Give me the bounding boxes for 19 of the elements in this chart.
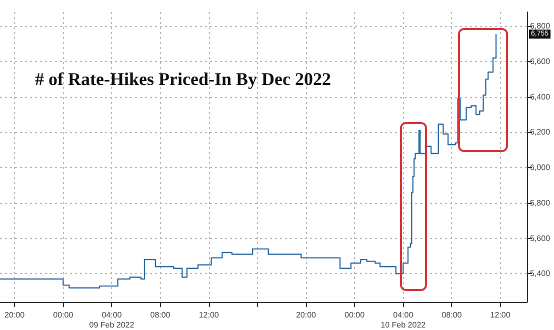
x-tick-label: 04:00 10 Feb 2022 [380, 310, 426, 330]
y-tick-label: 6,000 [530, 163, 551, 172]
y-tick-label: 6,600 [530, 57, 551, 66]
y-tick-label: 5,600 [530, 234, 551, 243]
y-tick-label: 6,200 [530, 128, 551, 137]
x-tick-label: 12:00 [198, 310, 220, 320]
x-tick-label: 04:00 09 Feb 2022 [89, 310, 135, 330]
x-tick-label: 20:00 [4, 310, 26, 320]
y-tick-label: 6,400 [530, 92, 551, 102]
text: # of Rate-Hikes Priced-In By Dec 2022 [35, 69, 331, 89]
x-tick-label: 00:00 [53, 310, 74, 320]
y-tick-label: 6,800 [530, 22, 551, 31]
x-tick-label: 08:00 [442, 310, 462, 320]
x-tick-label: 20:00 [296, 310, 317, 320]
x-tick-label: 08:00 [150, 310, 171, 320]
y-tick-label: 5,400 [530, 269, 551, 278]
y-tick-label: 5,800 [530, 198, 551, 208]
x-tick-label: 12:00 [490, 310, 511, 320]
x-tick-label: 00:00 [344, 310, 366, 320]
